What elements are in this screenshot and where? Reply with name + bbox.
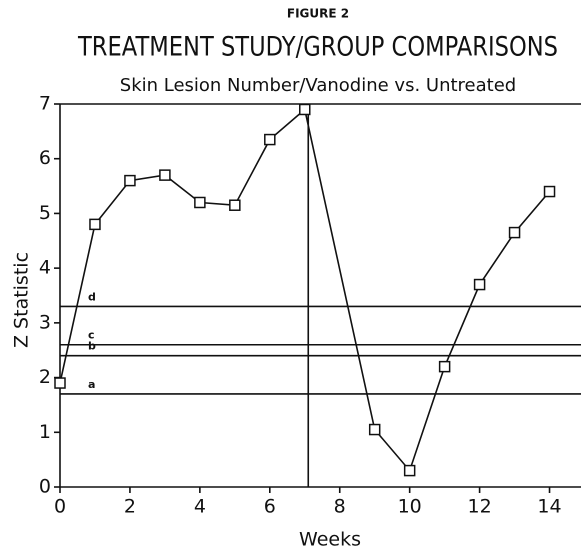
data-point [368,423,381,436]
x-tick-label: 14 [537,496,561,518]
x-tick-label: 8 [334,496,346,518]
reference-label: b [88,340,96,353]
x-axis-label: Weeks [299,529,361,551]
y-tick-label: 3 [39,311,51,333]
y-tick-label: 5 [39,202,51,224]
data-point [508,226,521,239]
data-point [229,199,241,211]
y-axis-label: Z Statistic [11,252,33,348]
x-tick-label: 6 [264,496,276,518]
data-line [59,107,551,473]
figure-label: FIGURE 2 [287,7,349,21]
y-tick-label: 0 [39,476,51,498]
data-point [124,174,136,187]
data-point [473,278,486,291]
y-tick-label: 4 [39,257,51,279]
y-tick-label: 1 [39,421,51,443]
reference-label: c [88,329,95,342]
data-point [89,218,101,231]
chart-subtitle: Skin Lesion Number/Vanodine vs. Untreate… [120,75,516,96]
data-point [54,377,66,389]
x-tick-label: 12 [468,496,492,518]
data-point [403,464,416,477]
data-point [264,133,276,146]
x-tick-label: 2 [124,496,136,518]
reference-label: d [88,290,96,303]
y-tick-label: 7 [39,93,51,115]
y-tick-label: 6 [39,147,51,169]
chart-title: TREATMENT STUDY/GROUP COMPARISONS [77,32,558,63]
data-point [159,169,171,181]
data-point [194,196,206,209]
data-point [299,103,311,116]
data-point [543,185,556,198]
x-tick-label: 4 [194,496,206,518]
y-tick-label: 2 [39,366,51,388]
x-tick-label: 0 [54,496,66,518]
x-tick-label: 10 [398,496,422,518]
data-point [438,360,451,373]
reference-label: a [88,378,95,391]
